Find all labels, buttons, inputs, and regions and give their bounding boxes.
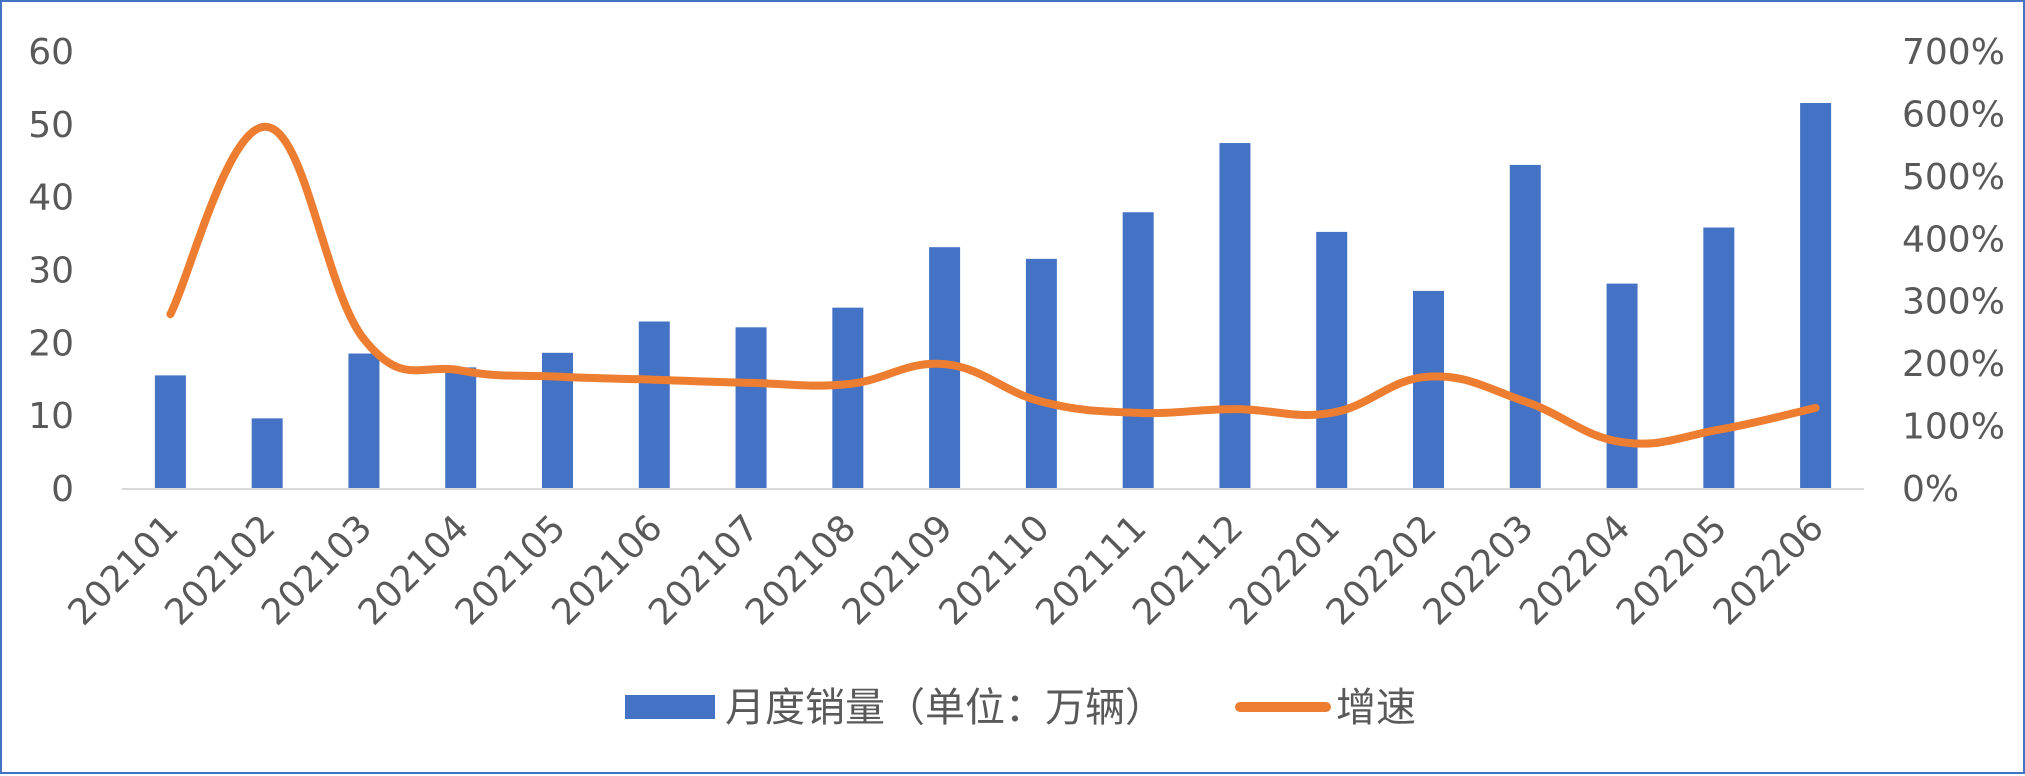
bar: [1800, 102, 1832, 489]
bar: [1509, 164, 1541, 489]
right-axis: 0% 100% 200% 300% 400% 500% 600% 700%: [1902, 32, 2005, 510]
right-tick-label: 0%: [1902, 469, 1959, 510]
left-tick-label: 30: [28, 251, 74, 292]
left-tick-label: 20: [28, 323, 74, 364]
bar: [1703, 227, 1735, 490]
right-tick-label: 700%: [1902, 32, 2005, 73]
left-tick-label: 40: [28, 178, 74, 219]
right-tick-label: 200%: [1902, 344, 2005, 385]
bar: [1413, 290, 1444, 489]
bar: [1122, 212, 1154, 489]
left-tick-label: 60: [28, 32, 74, 73]
right-tick-label: 400%: [1902, 219, 2005, 260]
bar: [735, 327, 767, 489]
left-tick-label: 50: [28, 105, 74, 146]
right-tick-label: 600%: [1902, 94, 2005, 135]
bar: [445, 367, 477, 489]
left-tick-label: 10: [28, 396, 74, 437]
legend: 月度销量（单位：万辆） 增速: [625, 685, 1416, 731]
legend-label-line: 增速: [1336, 685, 1416, 731]
right-tick-label: 300%: [1902, 282, 2005, 323]
legend-label-bar: 月度销量（单位：万辆）: [725, 685, 1165, 731]
bar-series: [154, 102, 1832, 490]
left-tick-label: 0: [51, 469, 74, 510]
x-axis: 2021012021022021032021042021052021062021…: [61, 507, 1832, 633]
bar: [1025, 258, 1057, 489]
line-series: [166, 122, 1820, 448]
legend-swatch-bar: [625, 695, 715, 719]
bar: [1219, 143, 1251, 489]
bar: [1606, 283, 1638, 489]
left-axis: 0 10 20 30 40 50 60: [28, 32, 74, 510]
bar: [348, 353, 380, 489]
bar: [638, 321, 670, 489]
bar: [154, 375, 186, 489]
growth-line: [166, 122, 1820, 448]
right-tick-label: 500%: [1902, 157, 2005, 198]
right-tick-label: 100%: [1902, 407, 2005, 448]
bar: [832, 307, 864, 489]
bar: [1316, 231, 1348, 490]
bar: [251, 418, 283, 489]
